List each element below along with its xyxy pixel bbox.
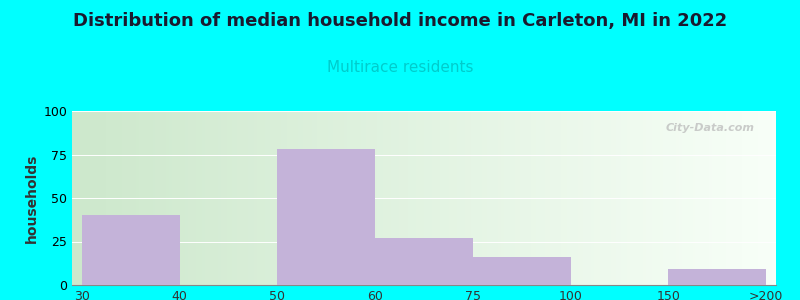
Bar: [278, 149, 375, 285]
Text: Multirace residents: Multirace residents: [326, 60, 474, 75]
Bar: [669, 269, 766, 285]
Bar: [375, 238, 473, 285]
Y-axis label: households: households: [25, 153, 39, 243]
Text: City-Data.com: City-Data.com: [666, 123, 755, 133]
Bar: [82, 215, 179, 285]
Text: Distribution of median household income in Carleton, MI in 2022: Distribution of median household income …: [73, 12, 727, 30]
Bar: [473, 257, 570, 285]
